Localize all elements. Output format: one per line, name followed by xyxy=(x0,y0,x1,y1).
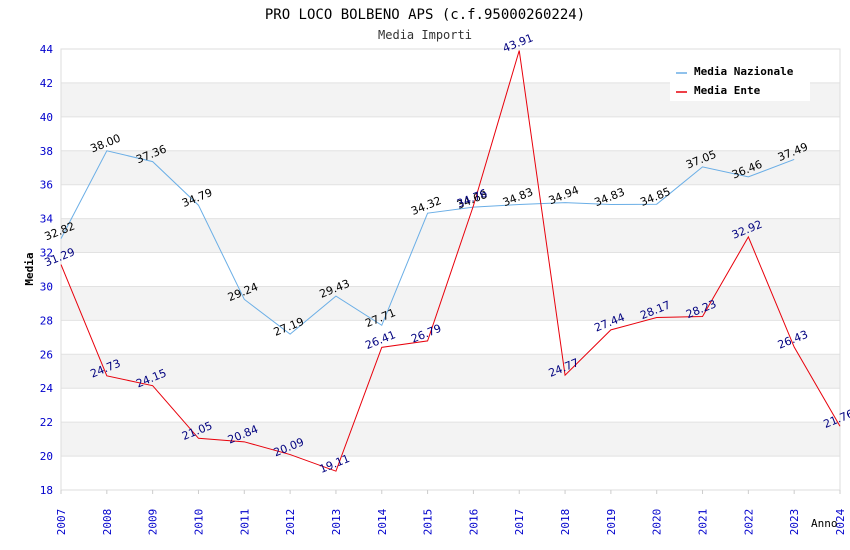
chart-title: PRO LOCO BOLBENO APS (c.f.95000260224) xyxy=(265,7,585,23)
x-tick-label: 2009 xyxy=(147,509,160,536)
y-tick-label: 20 xyxy=(40,450,53,463)
y-tick-label: 22 xyxy=(40,416,53,429)
data-label-media-ente: 43.91 xyxy=(501,31,535,55)
data-label-media-ente: 26.43 xyxy=(776,328,810,352)
y-axis: 18 20 22 24 26 28 30 32 34 36 38 40 42 44 xyxy=(40,43,54,497)
data-label-media-nazionale: 34.83 xyxy=(593,185,627,209)
legend-box xyxy=(670,59,810,101)
plot-band xyxy=(61,150,840,185)
plot-band xyxy=(61,286,840,321)
data-label-media-nazionale: 34.94 xyxy=(547,183,581,207)
x-tick-label: 2015 xyxy=(422,509,435,536)
data-label-media-nazionale: 34.83 xyxy=(501,185,535,209)
plot-band xyxy=(61,354,840,389)
plot-frame xyxy=(60,48,841,491)
y-tick-label: 38 xyxy=(40,145,53,158)
x-tick-label: 2019 xyxy=(605,509,618,536)
x-tick-label: 2011 xyxy=(238,509,251,536)
y-tick-label: 40 xyxy=(40,111,53,124)
data-label-media-ente: 26.41 xyxy=(363,328,397,352)
data-label-media-nazionale: 34.85 xyxy=(638,185,672,209)
y-tick-label: 28 xyxy=(40,314,53,327)
data-label-media-nazionale: 34.32 xyxy=(409,194,443,218)
x-tick-label: 2013 xyxy=(330,509,343,536)
x-tick-label: 2008 xyxy=(101,509,114,536)
plot-band xyxy=(61,218,840,253)
y-tick-label: 18 xyxy=(40,484,53,497)
x-tick-label: 2017 xyxy=(513,509,526,536)
legend-label-media-nazionale: Media Nazionale xyxy=(694,65,794,78)
y-tick-label: 34 xyxy=(40,213,54,226)
x-tick-label: 2007 xyxy=(55,509,68,536)
plot-band xyxy=(61,422,840,457)
x-tick-label: 2010 xyxy=(192,509,205,536)
x-tick-label: 2014 xyxy=(376,508,389,535)
y-tick-label: 42 xyxy=(40,77,53,90)
y-tick-label: 30 xyxy=(40,280,53,293)
x-tick-label: 2024 xyxy=(834,508,847,535)
y-axis-label: Media xyxy=(23,252,36,285)
legend-label-media-ente: Media Ente xyxy=(694,84,761,97)
x-axis-label: Anno xyxy=(811,517,838,530)
x-tick-label: 2018 xyxy=(559,509,572,536)
series-line-media-nazionale xyxy=(60,150,795,335)
y-tick-label: 32 xyxy=(40,247,53,260)
plot-bands xyxy=(61,82,840,457)
series-group xyxy=(60,50,841,472)
chart-subtitle: Media Importi xyxy=(378,28,472,42)
x-tick-label: 2016 xyxy=(467,509,480,536)
x-axis: 2007 2008 2009 2010 2011 2012 2013 2014 2015 2016… xyxy=(55,490,847,535)
series-line-media-ente xyxy=(60,50,841,472)
data-label-media-ente: 26.79 xyxy=(409,322,443,346)
x-tick-label: 2023 xyxy=(788,509,801,536)
y-tick-label: 26 xyxy=(40,348,53,361)
data-label-media-nazionale: 34.79 xyxy=(180,186,214,210)
x-tick-label: 2021 xyxy=(697,509,710,536)
x-tick-label: 2022 xyxy=(742,509,755,536)
y-tick-label: 44 xyxy=(40,43,54,56)
y-tick-label: 24 xyxy=(40,382,54,395)
y-tick-label: 36 xyxy=(40,179,53,192)
x-tick-label: 2012 xyxy=(284,509,297,536)
legend: Media Nazionale Media Ente xyxy=(670,59,810,101)
x-tick-label: 2020 xyxy=(651,509,664,536)
